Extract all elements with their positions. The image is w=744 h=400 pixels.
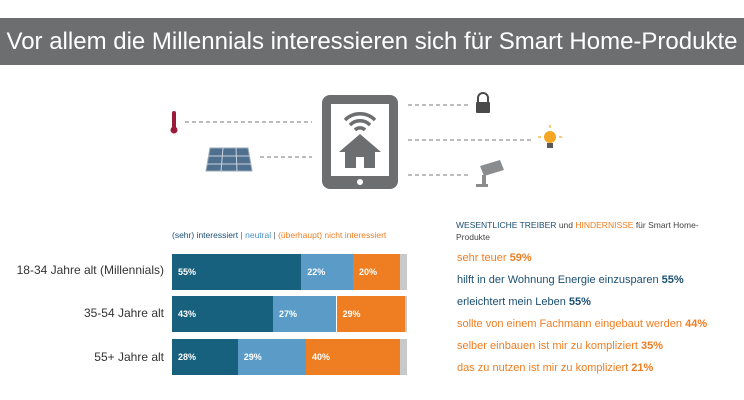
bar-value-label: 22% [307,267,326,277]
legend-separator: | [273,230,276,240]
bar-segment [172,339,238,375]
bar-segment [336,296,405,332]
bar-segment [301,254,353,290]
barrier-item: sehr teuer 59% [457,252,532,264]
drivers-title-rest: für Smart Home-Produkte [456,220,699,242]
bar-segment [172,296,274,332]
bar-remainder-segment [404,296,407,332]
row-label-millennials: 18-34 Jahre alt (Millennials) [16,263,164,277]
bar-segment [237,339,306,375]
barrier-item: sollte von einem Fachmann eingebaut werd… [457,318,708,330]
thermometer-icon [170,111,178,134]
legend-interested: (sehr) interessiert [172,230,239,240]
security-camera-icon [476,160,504,187]
bar-segment [172,254,302,290]
legend-neutral: neutral [245,230,272,240]
drivers-title-drivers: WESENTLICHE TREIBER [456,220,557,230]
row-label-35-54: 35-54 Jahre alt [83,306,164,320]
legend-not-interested: (überhaupt) nicht interessiert [278,230,387,240]
drivers-title-barriers: HINDERNISSE [575,220,634,230]
legend-separator: | [240,230,243,240]
bar-remainder-segment [399,254,407,290]
bar-value-label: 40% [311,352,330,362]
smart-home-illustration [170,92,562,189]
light-bulb-icon [538,125,562,148]
bar-value-label: 43% [178,309,197,319]
tablet-smart-home-icon [322,95,398,189]
bar-value-label: 20% [358,267,377,277]
bar-value-label: 29% [243,352,262,362]
title-banner: Vor allem die Millennials interessieren … [0,18,744,65]
bar-value-label: 27% [279,309,298,319]
bar-segment [352,254,400,290]
solar-panel-icon [205,147,253,172]
driver-item: hilft in der Wohnung Energie einzusparen… [457,274,684,286]
drivers-title: WESENTLICHE TREIBER und HINDERNISSE für … [456,219,706,243]
bar-value-label: 28% [178,352,197,362]
bar-value-label: 55% [178,267,197,277]
lock-icon [476,92,490,113]
row-label-55-plus: 55+ Jahre alt [94,350,164,364]
bar-value-label: 29% [342,309,361,319]
driver-item: erleichtert mein Leben 55% [457,296,591,308]
bar-segment [305,339,400,375]
barrier-item: das zu nutzen ist mir zu kompliziert 21% [457,362,654,374]
bar-remainder-segment [399,339,407,375]
chart-legend: (sehr) interessiert | neutral | (überhau… [172,230,386,240]
page-title: Vor allem die Millennials interessieren … [6,28,738,55]
bar-segment [273,296,337,332]
barrier-item: selber einbauen ist mir zu kompliziert 3… [457,340,664,352]
drivers-title-and: und [556,220,576,230]
